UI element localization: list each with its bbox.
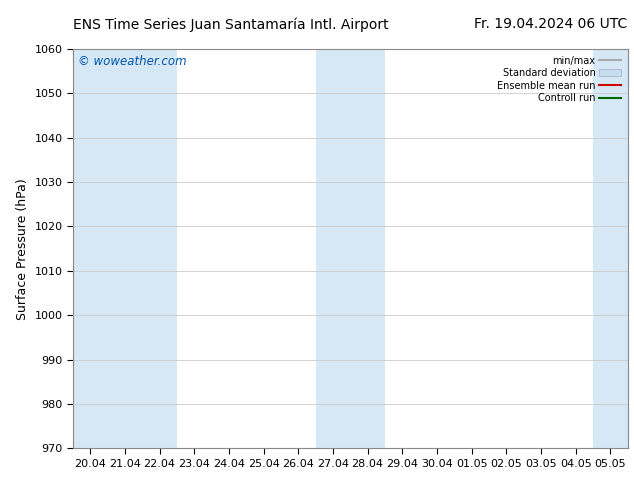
Text: ENS Time Series Juan Santamaría Intl. Airport: ENS Time Series Juan Santamaría Intl. Ai… — [73, 17, 389, 32]
Bar — [142, 49, 177, 448]
Y-axis label: Surface Pressure (hPa): Surface Pressure (hPa) — [16, 178, 29, 319]
Bar — [108, 49, 142, 448]
Bar — [73, 49, 108, 448]
Text: © woweather.com: © woweather.com — [79, 55, 187, 68]
Text: Fr. 19.04.2024 06 UTC: Fr. 19.04.2024 06 UTC — [474, 17, 628, 31]
Legend: min/max, Standard deviation, Ensemble mean run, Controll run: min/max, Standard deviation, Ensemble me… — [495, 54, 623, 105]
Bar — [593, 49, 628, 448]
Bar — [350, 49, 385, 448]
Bar — [316, 49, 350, 448]
